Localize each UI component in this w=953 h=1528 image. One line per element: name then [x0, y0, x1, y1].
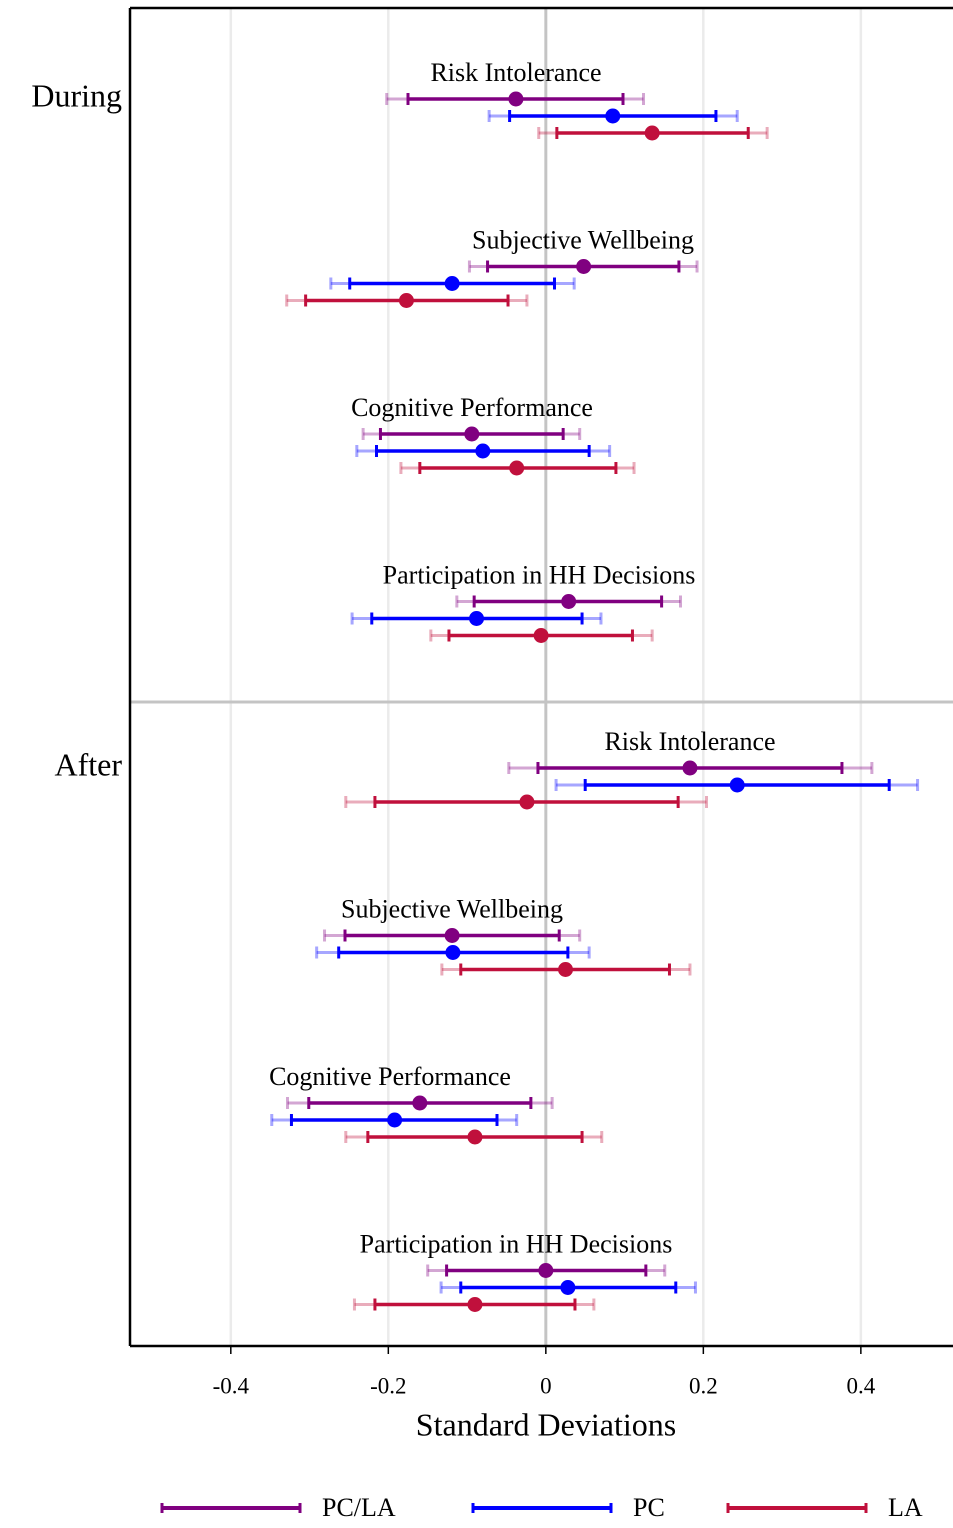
legend-label: PC — [633, 1493, 665, 1522]
x-tick-label: -0.4 — [213, 1373, 250, 1398]
point-estimate — [533, 628, 549, 643]
category-label: Subjective Wellbeing — [472, 225, 694, 254]
point-estimate — [519, 794, 535, 810]
point-estimate — [445, 945, 461, 960]
point-estimate — [444, 928, 460, 943]
x-tick-label: 0.4 — [846, 1373, 875, 1398]
legend-label: LA — [888, 1493, 923, 1522]
point-estimate — [682, 760, 698, 776]
point-estimate — [558, 962, 574, 977]
point-estimate — [576, 259, 592, 274]
point-estimate — [398, 293, 414, 308]
point-estimate — [729, 777, 745, 793]
point-estimate — [467, 1129, 483, 1145]
point-estimate — [464, 426, 480, 442]
category-label: Risk Intolerance — [604, 727, 775, 756]
point-estimate — [475, 443, 491, 459]
x-axis-label: Standard Deviations — [416, 1406, 676, 1442]
point-estimate — [644, 125, 660, 141]
point-estimate — [509, 460, 525, 476]
x-tick-label: -0.2 — [370, 1373, 406, 1398]
point-estimate — [561, 594, 577, 609]
point-estimate — [467, 1297, 483, 1312]
x-tick-label: 0 — [540, 1373, 552, 1398]
point-estimate — [469, 611, 485, 626]
category-label: Participation in HH Decisions — [360, 1229, 673, 1258]
point-estimate — [560, 1280, 576, 1295]
point-estimate — [605, 108, 621, 124]
point-estimate — [412, 1095, 428, 1111]
legend-label: PC/LA — [322, 1493, 396, 1522]
panel-label: During — [31, 77, 122, 113]
point-estimate — [444, 276, 460, 291]
panel-label: After — [54, 746, 122, 782]
category-label: Cognitive Performance — [351, 393, 593, 422]
point-estimate — [387, 1112, 403, 1128]
point-estimate — [538, 1263, 554, 1278]
point-estimate — [508, 91, 524, 107]
category-label: Cognitive Performance — [269, 1062, 511, 1091]
category-label: Risk Intolerance — [430, 58, 601, 87]
category-label: Participation in HH Decisions — [383, 560, 696, 589]
x-tick-label: 0.2 — [689, 1373, 718, 1398]
category-label: Subjective Wellbeing — [341, 894, 563, 923]
